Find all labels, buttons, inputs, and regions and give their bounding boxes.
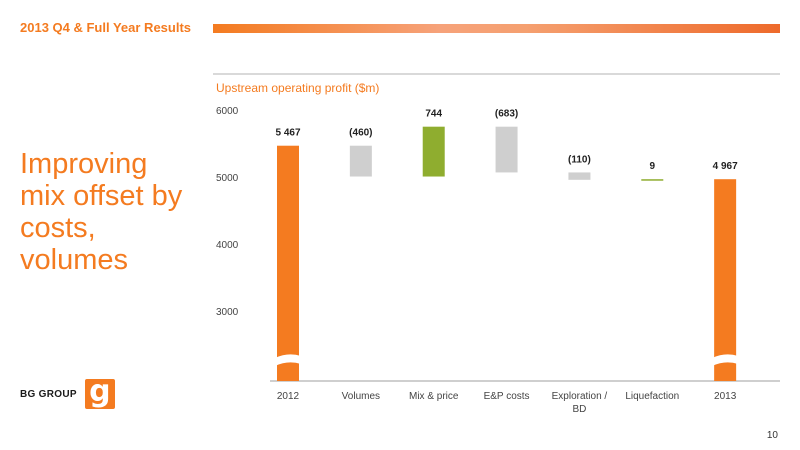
category-label: E&P costs — [484, 391, 530, 402]
axis-break-mark — [712, 354, 739, 366]
bar-mix-price — [422, 126, 445, 177]
value-label: 4 967 — [713, 161, 738, 172]
axis-break-mark — [275, 354, 301, 366]
page-number: 10 — [766, 430, 778, 441]
value-label: 5 467 — [275, 128, 300, 139]
value-label: (683) — [495, 109, 518, 120]
value-label: (460) — [349, 128, 372, 139]
value-label: 9 — [650, 161, 656, 172]
y-tick-label: 6000 — [216, 106, 239, 117]
category-label: Exploration / BD — [552, 391, 608, 415]
y-tick-label: 4000 — [216, 240, 239, 251]
header-accent-bar — [213, 24, 780, 33]
bar-exploration-bd — [568, 172, 591, 180]
bar-liquefaction — [641, 179, 664, 181]
value-label: (110) — [568, 154, 591, 165]
bar-e-p-costs — [495, 126, 518, 173]
y-tick-label: 3000 — [216, 307, 239, 318]
bar-volumes — [349, 145, 372, 177]
bar-2013 — [714, 179, 737, 381]
category-label: 2012 — [277, 391, 300, 402]
chart-divider — [213, 73, 780, 75]
category-label: Liquefaction — [625, 391, 679, 402]
bar-2012 — [277, 145, 299, 381]
header-title: 2013 Q4 & Full Year Results — [20, 20, 192, 35]
logo-text: BG GROUP — [20, 388, 77, 400]
slide-headline: Improving mix offset by costs, volumes — [20, 148, 183, 276]
logo-mark-icon: g — [84, 377, 115, 409]
value-label: 744 — [425, 109, 442, 120]
chart-title: Upstream operating profit ($m) — [216, 81, 380, 95]
category-label: Mix & price — [409, 391, 459, 402]
category-label: 2013 — [714, 391, 737, 402]
bg-group-logo: BG GROUP g — [20, 377, 115, 409]
category-label: Volumes — [342, 391, 380, 402]
y-tick-label: 5000 — [216, 173, 239, 184]
